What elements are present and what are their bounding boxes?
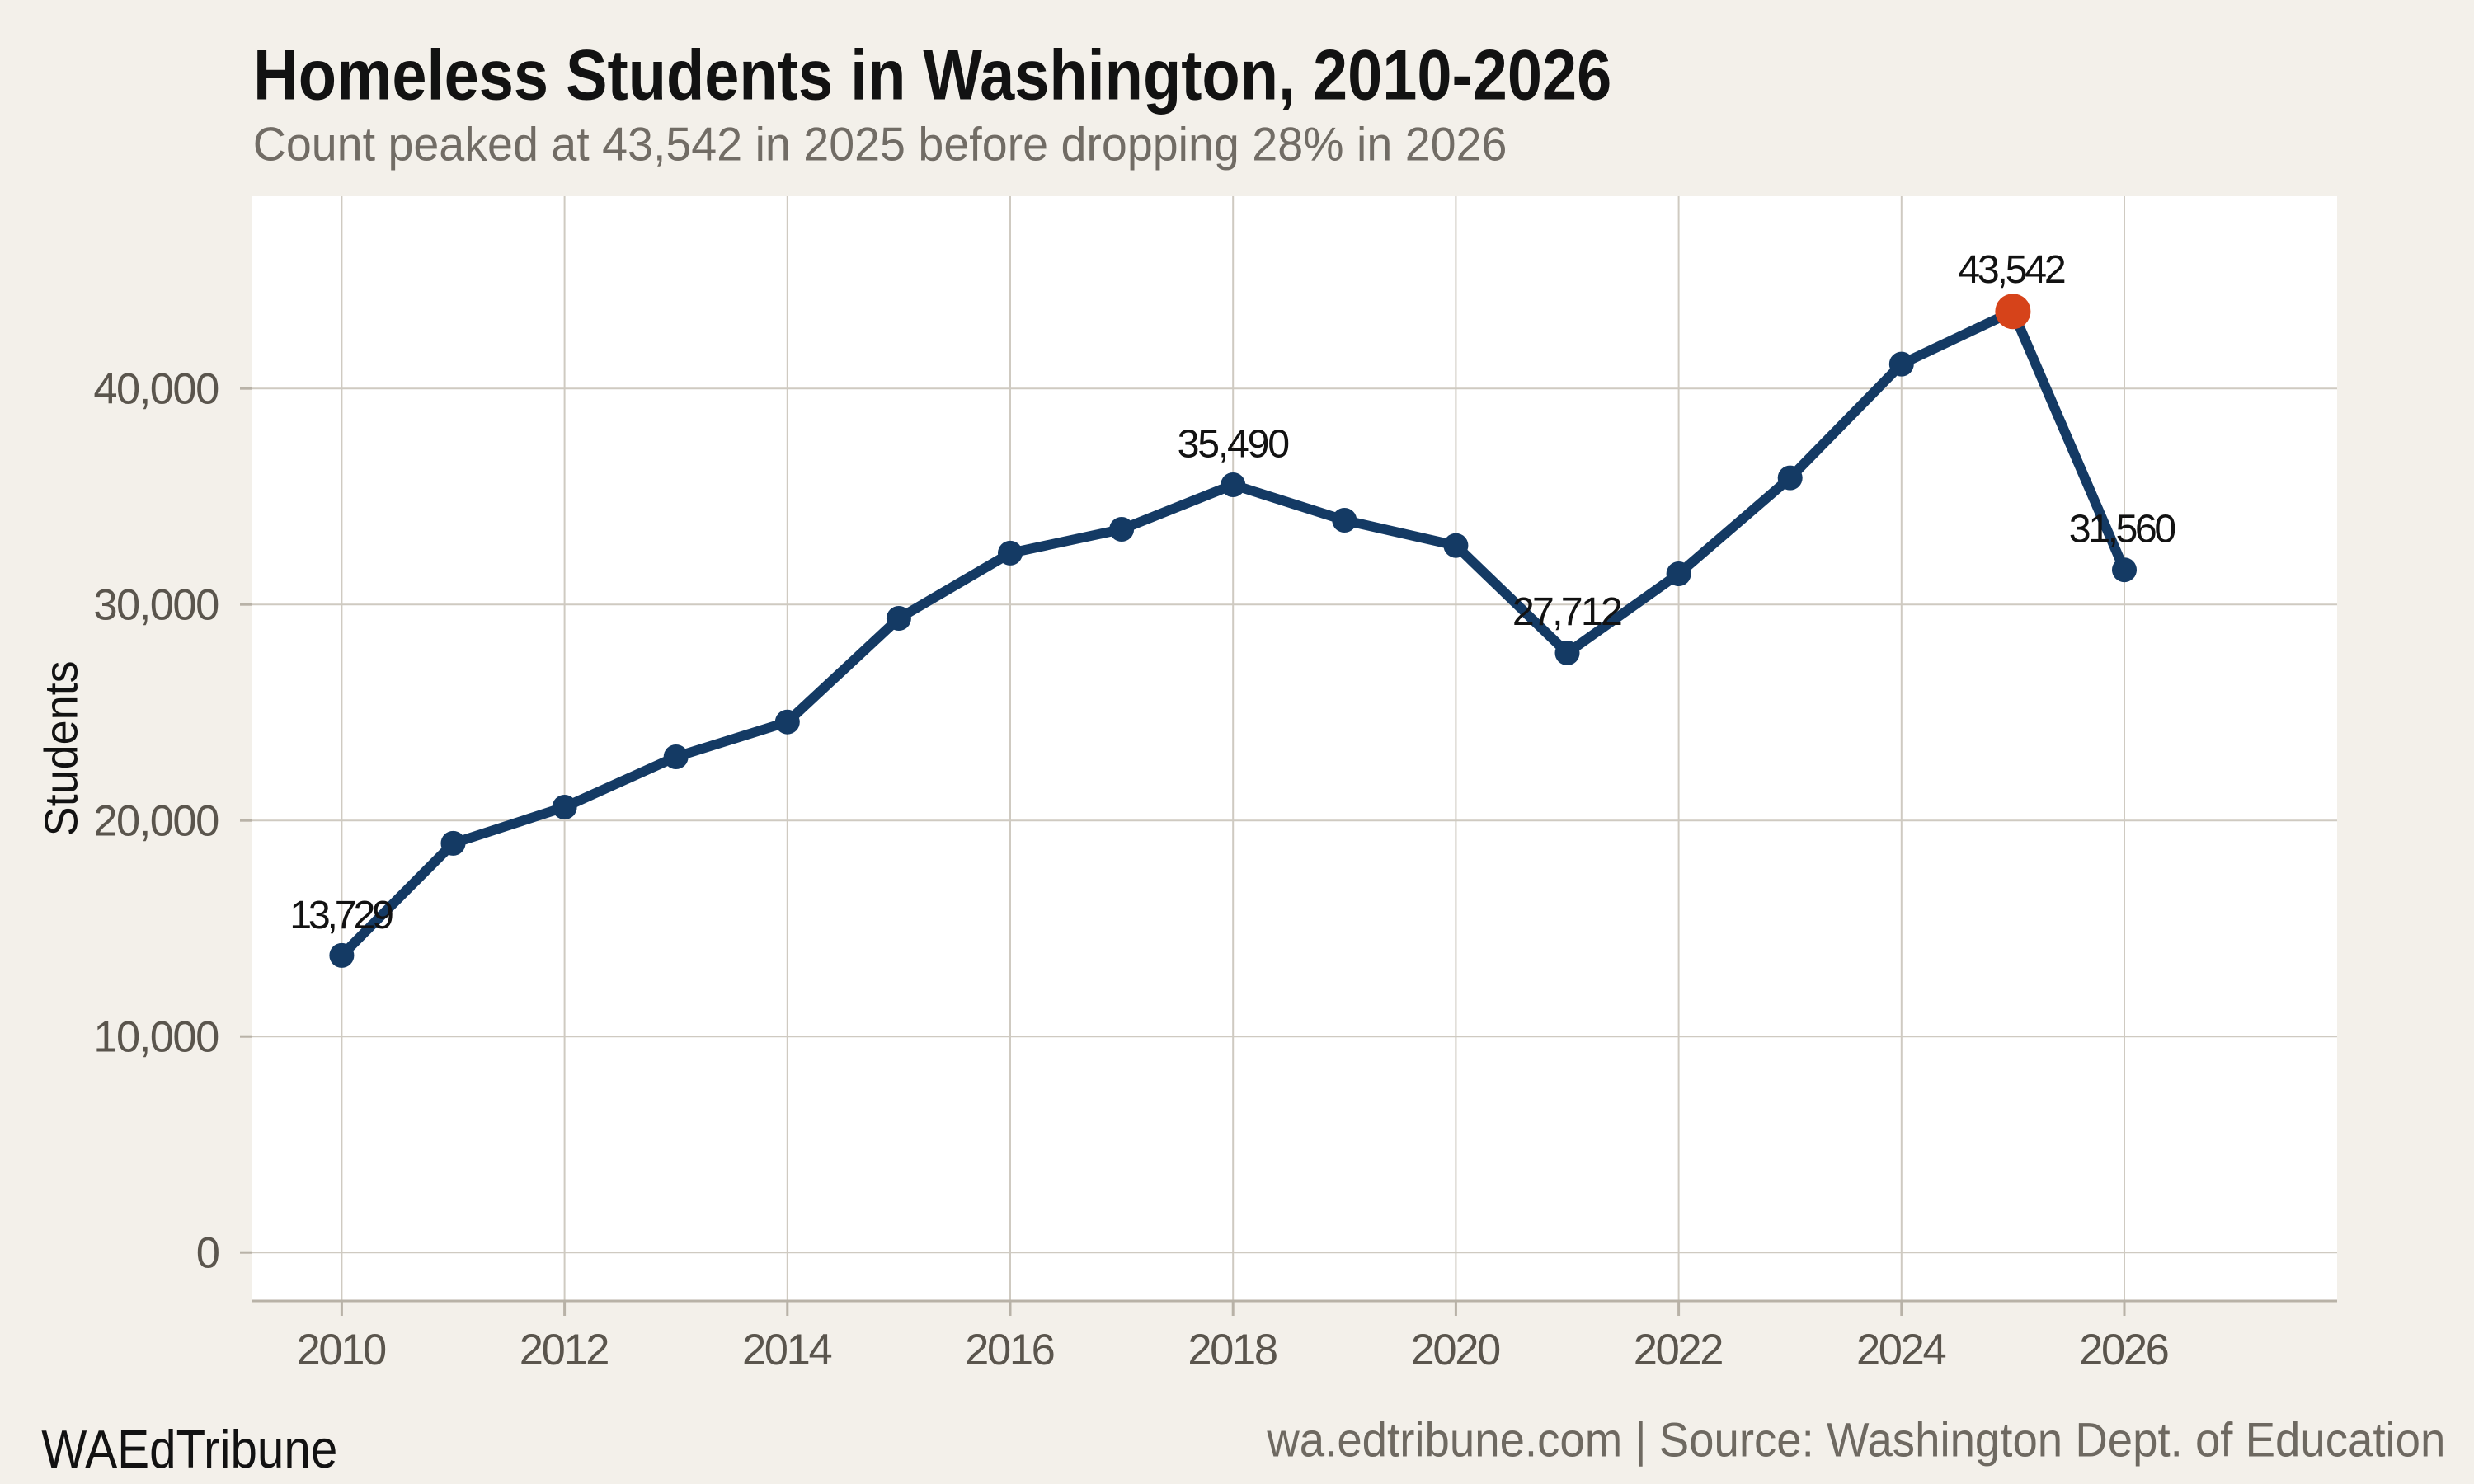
- svg-text:2014: 2014: [742, 1326, 833, 1374]
- svg-text:Count peaked at 43,542 in 2025: Count peaked at 43,542 in 2025 before dr…: [253, 119, 1507, 171]
- svg-text:35,490: 35,490: [1178, 422, 1291, 467]
- svg-text:43,542: 43,542: [1958, 247, 2067, 292]
- svg-text:Homeless Students in Washingto: Homeless Students in Washington, 2010-20…: [253, 35, 1611, 115]
- svg-text:2022: 2022: [1634, 1326, 1724, 1374]
- svg-text:wa.edtribune.com | Source: Was: wa.edtribune.com | Source: Washington De…: [1266, 1414, 2445, 1468]
- svg-text:2024: 2024: [1856, 1326, 1947, 1374]
- svg-text:10,000: 10,000: [93, 1013, 219, 1062]
- svg-text:WAEdTribune: WAEdTribune: [41, 1419, 337, 1479]
- svg-text:27,712: 27,712: [1512, 589, 1623, 634]
- svg-text:2010: 2010: [297, 1326, 388, 1374]
- svg-text:Students: Students: [35, 660, 87, 836]
- svg-text:0: 0: [196, 1229, 220, 1278]
- svg-text:2012: 2012: [520, 1326, 610, 1374]
- svg-text:20,000: 20,000: [93, 797, 219, 846]
- svg-text:2020: 2020: [1411, 1326, 1502, 1374]
- svg-text:13,729: 13,729: [289, 893, 394, 937]
- svg-text:40,000: 40,000: [93, 365, 219, 414]
- svg-text:31,560: 31,560: [2069, 506, 2176, 551]
- svg-text:30,000: 30,000: [93, 581, 219, 630]
- svg-text:2016: 2016: [965, 1326, 1056, 1374]
- svg-text:2026: 2026: [2079, 1326, 2170, 1374]
- svg-text:2018: 2018: [1188, 1326, 1278, 1374]
